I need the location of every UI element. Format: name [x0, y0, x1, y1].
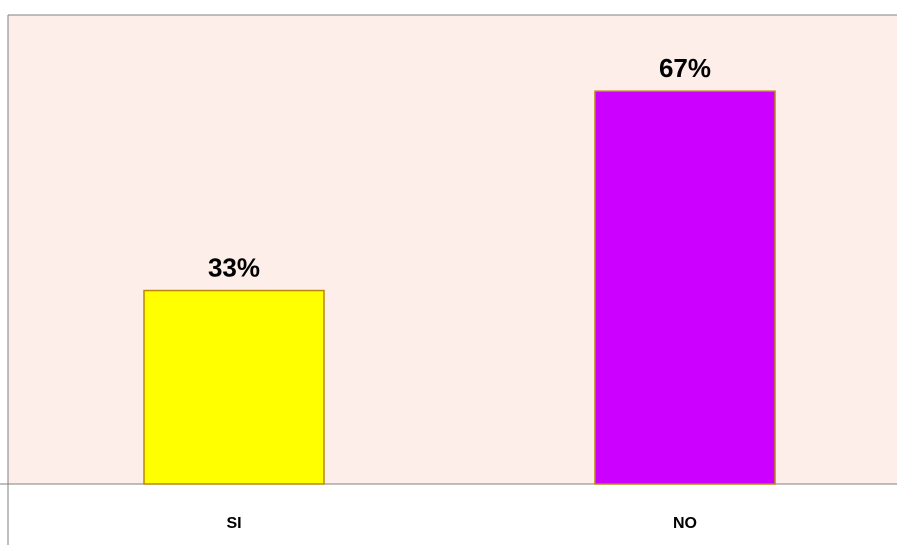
bar-no — [594, 90, 776, 485]
bar-value-label-si: 33% — [208, 253, 260, 283]
bar-si — [143, 289, 325, 485]
x-tick-label-si: SI — [226, 515, 241, 532]
bars-group — [143, 90, 776, 485]
value-labels-group: 33% 67% — [208, 53, 711, 282]
bar-value-label-no: 67% — [659, 53, 711, 83]
x-tick-labels-group: SI NO — [226, 515, 697, 532]
x-tick-label-no: NO — [673, 515, 697, 532]
